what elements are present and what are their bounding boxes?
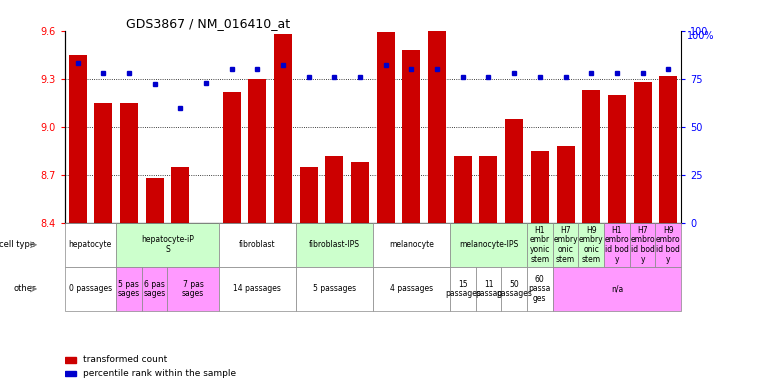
Text: H7
embry
onic
stem: H7 embry onic stem xyxy=(553,226,578,264)
Bar xyxy=(296,267,373,311)
Bar xyxy=(373,267,450,311)
Bar xyxy=(527,223,552,267)
Bar xyxy=(634,82,651,223)
Text: H9
embro
id bod
y: H9 embro id bod y xyxy=(656,226,680,264)
Bar xyxy=(274,34,292,223)
Bar xyxy=(552,223,578,267)
Bar xyxy=(351,162,369,223)
Bar xyxy=(403,50,420,223)
Bar xyxy=(479,156,498,223)
Bar xyxy=(65,223,116,267)
Bar xyxy=(373,223,450,267)
Bar xyxy=(142,267,167,311)
Bar xyxy=(120,103,138,223)
Bar xyxy=(116,267,142,311)
Bar xyxy=(505,119,523,223)
Bar xyxy=(578,223,604,267)
Text: H9
embry
onic
stem: H9 embry onic stem xyxy=(579,226,603,264)
Bar xyxy=(450,267,476,311)
Text: H1
embr
yonic
stem: H1 embr yonic stem xyxy=(530,226,550,264)
Text: 50
passages: 50 passages xyxy=(496,280,532,298)
Text: 6 pas
sages: 6 pas sages xyxy=(144,280,166,298)
Bar xyxy=(604,223,630,267)
Bar xyxy=(377,32,395,223)
Text: cell type: cell type xyxy=(0,240,36,249)
Text: melanocyte-IPS: melanocyte-IPS xyxy=(459,240,518,249)
Text: 4 passages: 4 passages xyxy=(390,285,433,293)
Bar xyxy=(300,167,317,223)
Text: fibroblast: fibroblast xyxy=(239,240,275,249)
Text: 0 passages: 0 passages xyxy=(68,285,112,293)
Text: H1
embro
id bod
y: H1 embro id bod y xyxy=(604,226,629,264)
Text: GDS3867 / NM_016410_at: GDS3867 / NM_016410_at xyxy=(126,17,291,30)
Bar xyxy=(552,267,681,311)
Text: fibroblast-IPS: fibroblast-IPS xyxy=(309,240,360,249)
Bar xyxy=(116,223,219,267)
Bar xyxy=(556,146,575,223)
Bar xyxy=(68,55,87,223)
Bar xyxy=(65,357,76,362)
Text: hepatocyte: hepatocyte xyxy=(68,240,112,249)
Text: 15
passages: 15 passages xyxy=(445,280,481,298)
Bar xyxy=(65,371,76,376)
Bar xyxy=(248,79,266,223)
Text: 11
passag: 11 passag xyxy=(475,280,502,298)
Bar xyxy=(326,156,343,223)
Text: 60
passa
ges: 60 passa ges xyxy=(529,275,551,303)
Bar xyxy=(167,267,219,311)
Text: n/a: n/a xyxy=(611,285,623,293)
Bar xyxy=(296,223,373,267)
Bar xyxy=(582,90,600,223)
Text: 14 passages: 14 passages xyxy=(234,285,282,293)
Bar xyxy=(171,167,189,223)
Bar xyxy=(501,267,527,311)
Text: 5 passages: 5 passages xyxy=(313,285,356,293)
Bar xyxy=(630,223,655,267)
Bar xyxy=(655,223,681,267)
Bar xyxy=(219,223,296,267)
Bar xyxy=(527,267,552,311)
Bar xyxy=(145,178,164,223)
Bar xyxy=(450,223,527,267)
Bar xyxy=(659,76,677,223)
Text: 7 pas
sages: 7 pas sages xyxy=(182,280,204,298)
Bar xyxy=(197,223,215,226)
Bar xyxy=(428,31,446,223)
Bar xyxy=(608,95,626,223)
Text: transformed count: transformed count xyxy=(83,356,167,364)
Bar xyxy=(476,267,501,311)
Bar xyxy=(223,91,240,223)
Bar xyxy=(454,156,472,223)
Bar xyxy=(531,151,549,223)
Text: percentile rank within the sample: percentile rank within the sample xyxy=(83,369,236,378)
Text: hepatocyte-iP
S: hepatocyte-iP S xyxy=(141,235,194,254)
Text: 5 pas
sages: 5 pas sages xyxy=(118,280,140,298)
Text: H7
embro
id bod
y: H7 embro id bod y xyxy=(630,226,655,264)
Bar xyxy=(94,103,112,223)
Text: other: other xyxy=(13,285,36,293)
Bar xyxy=(65,267,116,311)
Bar xyxy=(219,267,296,311)
Text: melanocyte: melanocyte xyxy=(389,240,434,249)
Text: 100%: 100% xyxy=(687,31,715,41)
